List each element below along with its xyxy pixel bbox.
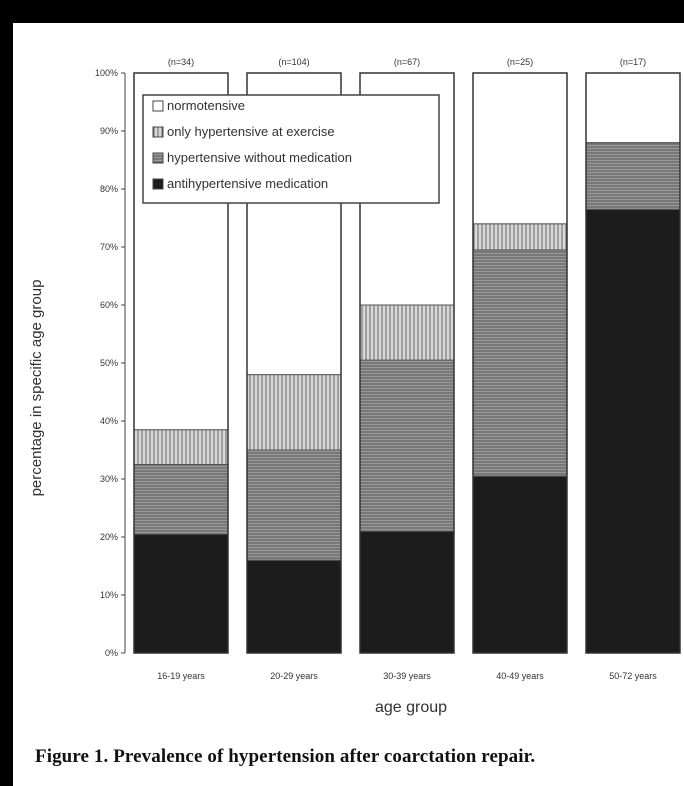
bar-outline [472,72,568,654]
group-size-label: (n=25) [507,57,533,67]
legend-swatch-normotensive [152,100,164,112]
bar-segment-only-hypertensive-at-exercise [472,223,568,251]
bar-segment-normotensive [472,72,568,225]
bar-group-40-49-years [472,72,568,654]
y-axis: 0% 10% 20% 30% 40% 50% 60% 70% 80% 90% 100% [95,68,126,658]
y-tick-label: 40% [100,416,118,426]
x-tick-label: 20-29 years [270,671,318,681]
bar-segment-only-hypertensive-at-exercise [359,304,455,361]
bar-outline [133,72,229,654]
legend-label: only hypertensive at exercise [167,124,335,139]
x-tick-label: 30-39 years [383,671,431,681]
bar-segment-hypertensive-without-medication [359,359,455,532]
y-tick-label: 0% [105,648,118,658]
figure-panel: 0% 10% 20% 30% 40% 50% 60% 70% 80% 90% 100% (n=34)… [13,23,684,786]
bar-segment-antihypertensive-medication [246,559,342,654]
y-tick-label: 30% [100,474,118,484]
bar-segment-antihypertensive-medication [472,475,568,654]
y-tick-label: 90% [100,126,118,136]
group-size-label: (n=104) [278,57,309,67]
bar-outline [246,72,342,654]
x-axis-label: age group [375,699,447,716]
y-tick-label: 70% [100,242,118,252]
stacked-bar-chart: 0% 10% 20% 30% 40% 50% 60% 70% 80% 90% 100% (n=34)… [28,57,681,716]
group-size-label: (n=34) [168,57,194,67]
legend-label: hypertensive without medication [167,150,352,165]
bar-outline [585,72,681,654]
bar-segment-hypertensive-without-medication [133,464,229,535]
bar-segment-antihypertensive-medication [585,208,681,654]
bar-segment-only-hypertensive-at-exercise [246,374,342,451]
legend-box [142,94,440,204]
bar-segment-hypertensive-without-medication [472,249,568,477]
bar-segment-normotensive [585,72,681,144]
y-tick-label: 100% [95,68,118,78]
x-tick-labels: 16-19 years 20-29 years 30-39 years 40-49 y… [157,671,657,681]
y-tick-label: 10% [100,590,118,600]
legend-label: antihypertensive medication [167,176,328,191]
bar-segment-antihypertensive-medication [133,533,229,654]
bar-group-50-72-years [585,72,681,654]
y-axis-label: percentage in specific age group [28,280,45,497]
x-tick-label: 40-49 years [496,671,544,681]
x-tick-label: 16-19 years [157,671,205,681]
group-size-label: (n=67) [394,57,420,67]
bar-segment-hypertensive-without-medication [246,449,342,561]
legend: normotensive only hypertensive at exercis… [142,94,440,204]
y-tick-label: 50% [100,358,118,368]
figure-caption: Figure 1. Prevalence of hypertension aft… [35,746,536,767]
legend-swatch-only-hypertensive-at-exercise [152,126,164,138]
bar-segment-antihypertensive-medication [359,530,455,654]
y-tick-label: 80% [100,184,118,194]
legend-swatch-antihypertensive-medication [152,178,164,190]
bar-segment-only-hypertensive-at-exercise [133,429,229,466]
bar-outline [359,72,455,654]
y-tick-label: 60% [100,300,118,310]
legend-label: normotensive [167,98,245,113]
group-size-labels: (n=34) (n=104) (n=67) (n=25) (n=17) [168,57,646,67]
y-tick-label: 20% [100,532,118,542]
x-tick-label: 50-72 years [609,671,657,681]
group-size-label: (n=17) [620,57,646,67]
bar-segment-hypertensive-without-medication [585,142,681,210]
legend-swatch-hypertensive-without-medication [152,152,164,164]
